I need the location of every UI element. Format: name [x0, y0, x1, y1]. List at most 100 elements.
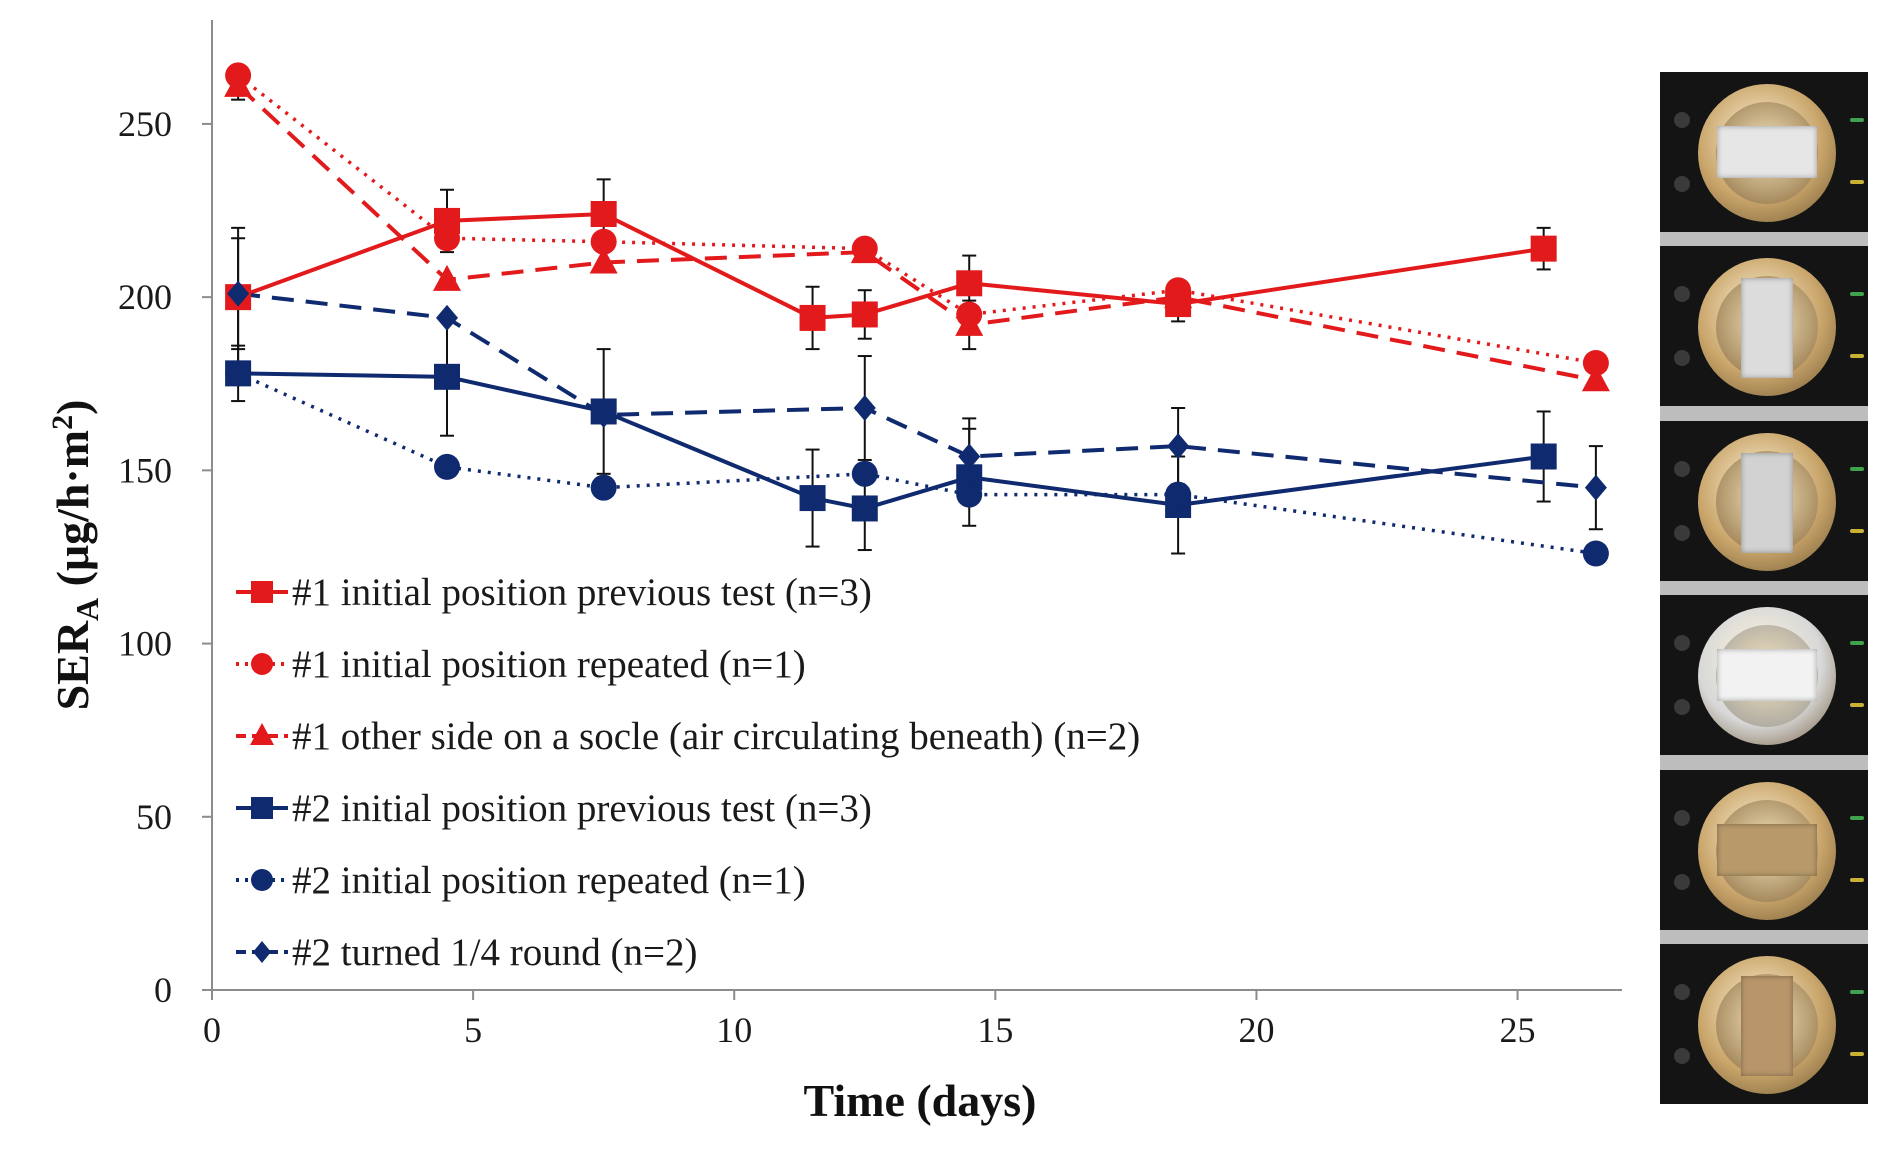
material-sample	[1741, 976, 1793, 1076]
data-point-series-4	[434, 363, 460, 390]
legend-label-5: #2 initial position repeated (n=1)	[292, 859, 806, 902]
legend-label-1: #1 initial position previous test (n=3)	[292, 571, 872, 614]
wire-icon	[1850, 528, 1864, 533]
wire-icon	[1850, 877, 1864, 882]
legend-label-4: #2 initial position previous test (n=3)	[292, 787, 872, 830]
material-sample	[1741, 452, 1793, 553]
data-point-series-5	[434, 453, 460, 480]
data-point-series-6	[227, 280, 250, 307]
data-point-series-4	[1530, 443, 1557, 470]
y-axis-title-subscript: A	[69, 598, 105, 621]
data-point-series-4	[851, 495, 878, 522]
data-point-series-6	[853, 395, 876, 421]
data-point-series-5	[225, 360, 252, 387]
x-tick-label: 5	[464, 1010, 482, 1050]
legend-marker-5	[251, 869, 273, 891]
data-point-series-6	[1167, 433, 1190, 460]
data-point-series-5	[1165, 481, 1192, 508]
test-cell-ring	[1698, 432, 1836, 571]
x-tick-label: 10	[716, 1010, 752, 1050]
data-point-series-5	[1582, 540, 1609, 567]
y-tick-label: 150	[118, 450, 172, 490]
test-cell-ring	[1698, 956, 1836, 1094]
legend: #1 initial position previous test (n=3) #…	[236, 571, 1140, 974]
x-tick-label: 20	[1238, 1010, 1274, 1050]
sample-photo-6	[1660, 944, 1868, 1104]
data-point-series-2	[590, 228, 617, 255]
series-line-4	[238, 371, 1544, 511]
legend-marker-6	[253, 941, 271, 963]
sample-photo-3	[1660, 420, 1868, 581]
y-tick-label: 50	[136, 797, 172, 837]
y-tick-label: 100	[118, 624, 172, 664]
legend-marker-1	[251, 581, 273, 603]
bolt-icon	[1674, 176, 1690, 192]
bolt-icon	[1674, 286, 1690, 303]
data-point-series-3	[850, 237, 879, 264]
test-cell-ring	[1698, 258, 1836, 397]
bolt-icon	[1674, 635, 1690, 652]
y-axis-title: SERA (μg/h·m2)	[46, 400, 105, 711]
bolt-icon	[1674, 809, 1690, 826]
test-cell-ring	[1698, 607, 1836, 746]
bolt-icon	[1674, 984, 1690, 1000]
wire-icon	[1850, 990, 1864, 994]
material-sample	[1717, 823, 1817, 876]
wire-icon	[1850, 815, 1864, 820]
wire-icon	[1850, 1052, 1864, 1056]
sample-photo-5	[1660, 769, 1868, 930]
bolt-icon	[1674, 460, 1690, 477]
data-point-series-1	[956, 270, 983, 297]
data-point-series-1	[590, 201, 617, 227]
data-point-series-2	[1582, 349, 1609, 376]
y-axis-title-unit-superscript: 2	[46, 415, 79, 430]
data-point-series-3	[433, 264, 461, 291]
sample-photo-4	[1660, 595, 1868, 756]
x-tick-label: 25	[1500, 1010, 1536, 1050]
material-sample	[1717, 126, 1817, 178]
series-line-1	[237, 212, 1544, 320]
y-tick-label: 250	[118, 104, 172, 144]
bolt-icon	[1674, 112, 1690, 128]
legend-label-2: #1 initial position repeated (n=1)	[292, 643, 806, 686]
error-bars	[231, 70, 1603, 555]
data-point-series-5	[590, 474, 617, 501]
bolt-icon	[1674, 873, 1690, 890]
wire-icon	[1850, 466, 1864, 471]
wire-icon	[1850, 118, 1864, 122]
data-point-series-5	[956, 481, 983, 508]
wire-icon	[1850, 354, 1864, 359]
y-axis-title-unit: (μg/h·m	[47, 430, 98, 598]
bolt-icon	[1674, 524, 1690, 541]
legend-label-3: #1 other side on a socle (air circulatin…	[292, 715, 1140, 758]
test-cell-ring	[1698, 84, 1836, 222]
data-point-series-2	[434, 225, 460, 252]
wire-icon	[1850, 180, 1864, 184]
legend-label-6: #2 turned 1/4 round (n=2)	[292, 931, 697, 974]
x-tick-label: 0	[203, 1010, 221, 1050]
legend-marker-2	[251, 653, 273, 675]
data-point-series-3	[1164, 282, 1193, 309]
bolt-icon	[1674, 699, 1690, 716]
y-tick-label: 0	[154, 970, 172, 1010]
sample-photo-strip	[1660, 72, 1868, 1104]
data-point-series-6	[958, 443, 981, 470]
wire-icon	[1850, 292, 1864, 297]
material-sample	[1717, 649, 1817, 702]
test-cell-ring	[1698, 781, 1836, 920]
y-tick-label: 200	[118, 277, 172, 317]
x-axis-title: Time (days)	[804, 1075, 1037, 1126]
data-point-series-1	[799, 304, 826, 331]
x-tick-label: 15	[977, 1010, 1013, 1050]
data-point-series-6	[436, 304, 458, 331]
data-point-series-6	[1584, 474, 1607, 501]
data-point-series-3	[224, 70, 253, 97]
data-point-series-3	[955, 309, 984, 336]
bolt-icon	[1674, 350, 1690, 367]
bolt-icon	[1674, 1048, 1690, 1064]
y-axis-title-main: SER	[47, 620, 98, 710]
series-markers	[224, 62, 1610, 567]
data-point-series-5	[851, 460, 878, 487]
